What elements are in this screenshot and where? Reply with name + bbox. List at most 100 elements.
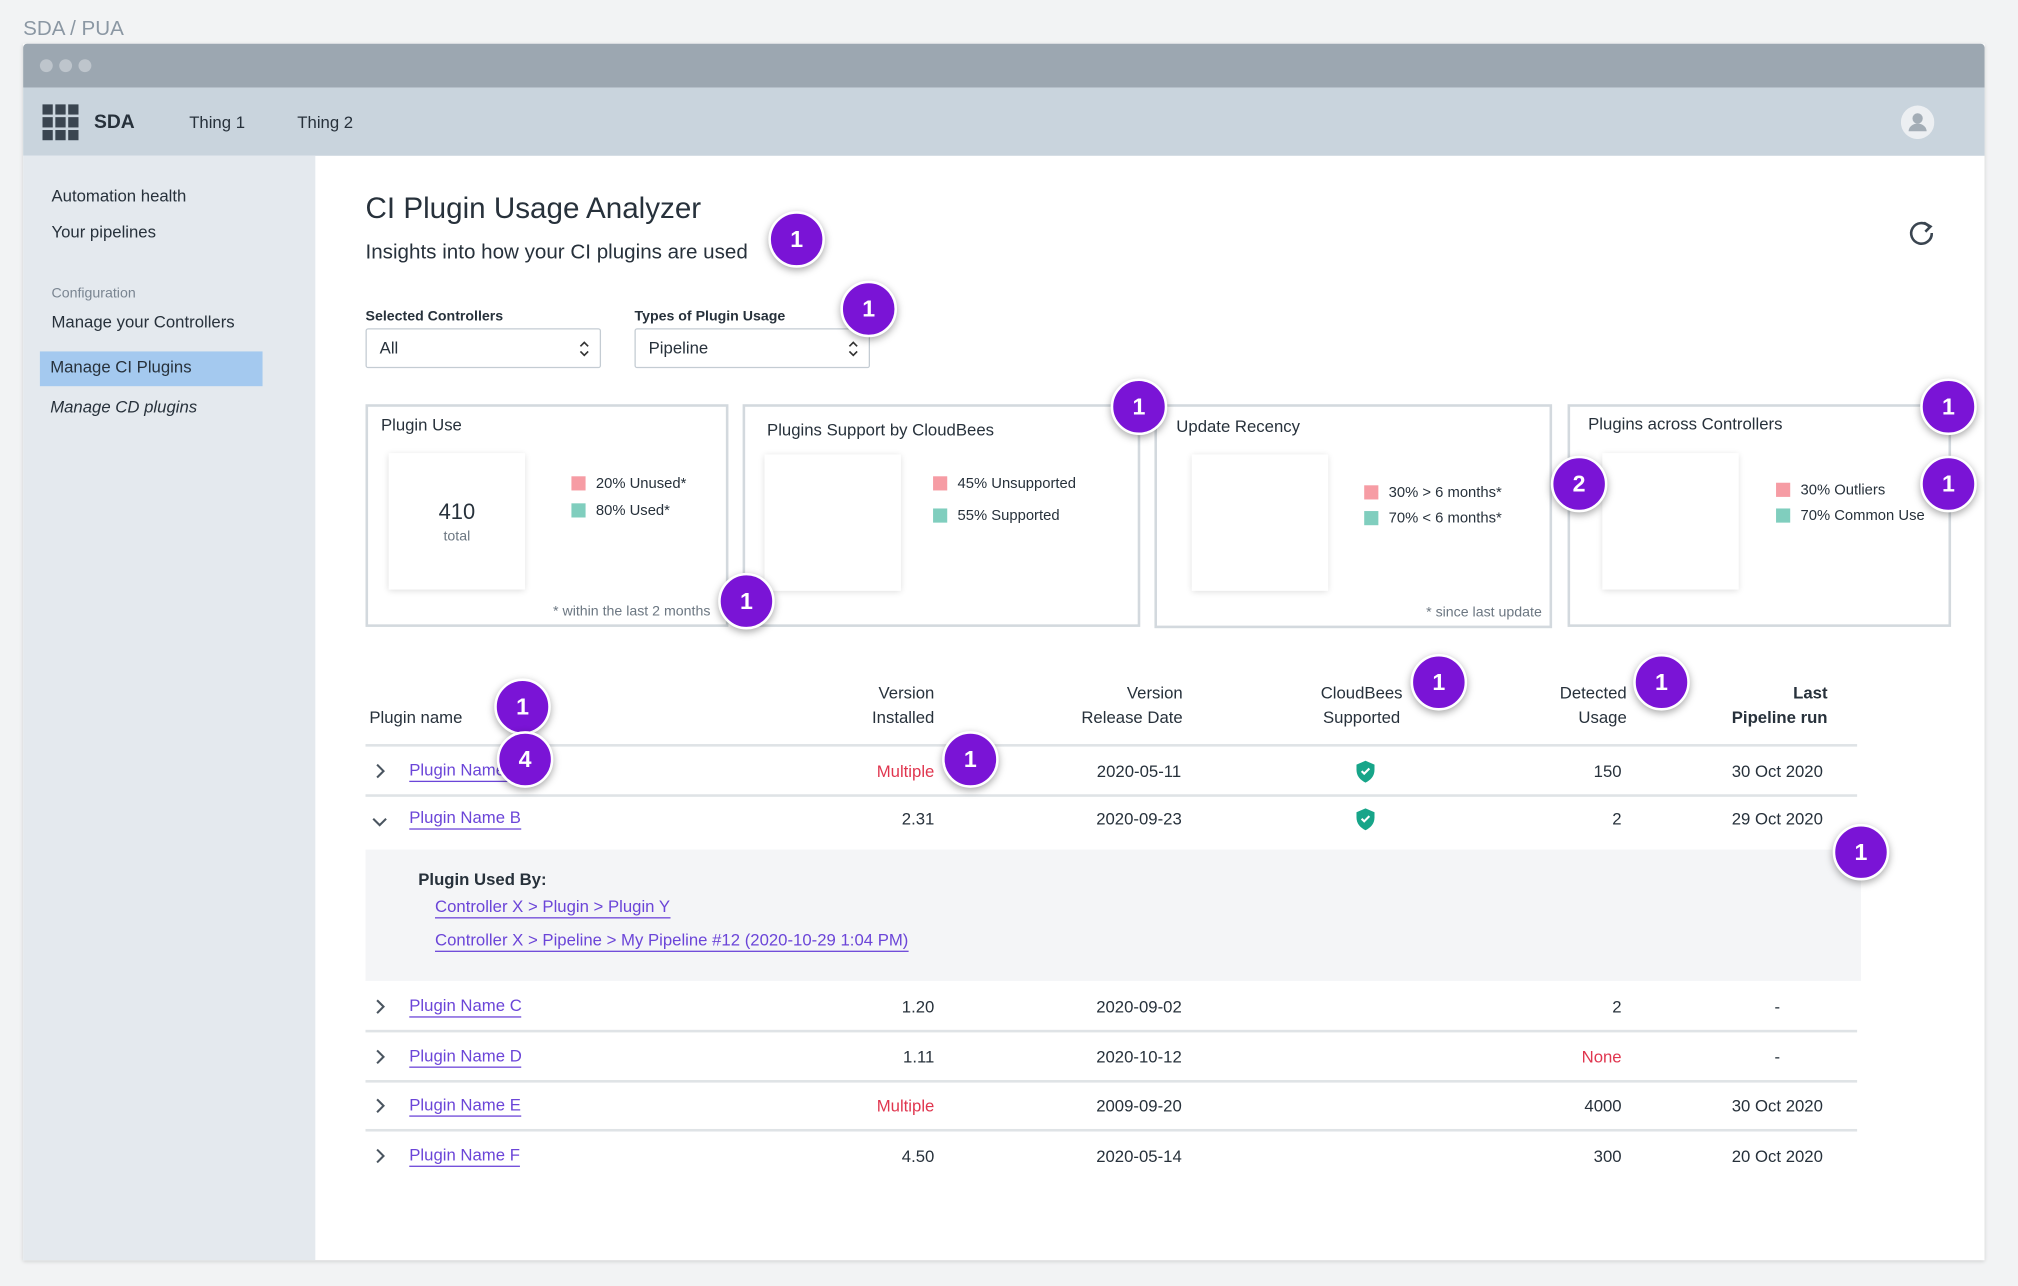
- used-by-link[interactable]: Controller X > Plugin > Plugin Y: [435, 897, 670, 919]
- donut-center-value: 410: [438, 499, 476, 524]
- annotation-badge: 1: [1110, 378, 1168, 436]
- card-title: Plugins across Controllers: [1588, 413, 1783, 434]
- column-header: Pipeline run: [1731, 707, 1828, 727]
- active-highlight: [39, 351, 263, 387]
- annotation-badge: 2: [1550, 455, 1608, 513]
- legend-label: 80% Used*: [595, 503, 670, 519]
- card: [1567, 404, 1952, 627]
- row-divider: [365, 794, 1858, 797]
- filter-label: Types of Plugin Usage: [634, 308, 786, 325]
- legend-swatch: [1364, 485, 1379, 500]
- row-divider: [365, 1128, 1858, 1131]
- legend-label: 45% Unsupported: [957, 476, 1077, 492]
- column-header: Last: [1793, 682, 1828, 703]
- sidebar-item[interactable]: Manage CD plugins: [50, 397, 198, 417]
- legend-swatch: [1776, 508, 1791, 523]
- release-date: 2020-05-14: [1096, 1146, 1182, 1166]
- legend-label: 55% Supported: [957, 508, 1060, 524]
- plugin-name[interactable]: Plugin Name D: [409, 1046, 522, 1068]
- sidebar-section: Configuration: [51, 285, 136, 302]
- last-run: -: [1774, 1047, 1781, 1067]
- column-header: Supported: [1323, 707, 1401, 727]
- annotation-badge: 1: [1832, 823, 1890, 881]
- release-date: 2009-09-20: [1096, 1096, 1182, 1116]
- column-header: CloudBees: [1320, 682, 1403, 703]
- column-header: Release Date: [1081, 707, 1183, 727]
- sidebar-item[interactable]: Manage your Controllers: [51, 312, 235, 332]
- page-subtitle: Insights into how your CI plugins are us…: [365, 242, 748, 264]
- column-header: Version: [878, 682, 935, 703]
- sidebar-item[interactable]: Automation health: [51, 186, 187, 206]
- plugin-name[interactable]: Plugin Name A: [409, 760, 520, 783]
- annotation-badge: 1: [1920, 378, 1977, 436]
- plugin-name[interactable]: Plugin Name B: [409, 808, 521, 830]
- annotation-badge: 1: [718, 572, 775, 630]
- last-run: -: [1774, 997, 1781, 1017]
- column-header: Plugin name: [369, 707, 463, 727]
- select-arrow: [848, 341, 858, 357]
- row-divider: [365, 744, 1858, 746]
- version: 2.31: [901, 809, 935, 829]
- card-title: Plugins Support by CloudBees: [767, 420, 994, 440]
- annotation-badge: 4: [496, 731, 554, 788]
- version: 1.11: [903, 1047, 935, 1067]
- window-controls: [39, 59, 92, 73]
- detected-usage: None: [1581, 1047, 1622, 1067]
- used-by-link[interactable]: Controller X > Pipeline > My Pipeline #1…: [435, 930, 909, 952]
- annotation-badge: 1: [768, 211, 825, 268]
- detected-usage: 2: [1612, 809, 1622, 829]
- legend-swatch: [571, 503, 586, 518]
- window: [23, 43, 1985, 1261]
- select[interactable]: Pipeline: [634, 328, 871, 369]
- detected-usage: 4000: [1584, 1096, 1622, 1116]
- avatar[interactable]: [1900, 105, 1935, 140]
- sidebar-item-active[interactable]: Manage CI Plugins: [50, 357, 192, 377]
- sidebar-item[interactable]: Your pipelines: [51, 222, 156, 242]
- brand[interactable]: SDA: [93, 111, 135, 134]
- plugin-name[interactable]: Plugin Name C: [409, 996, 522, 1018]
- annotation-badge: 1: [1633, 653, 1690, 711]
- legend-label: 70% < 6 months*: [1388, 511, 1502, 527]
- title-bar: [23, 43, 1985, 88]
- column-header: Version: [1126, 682, 1183, 703]
- legend-swatch: [1364, 511, 1379, 526]
- select-value: All: [379, 337, 399, 358]
- detected-usage: 150: [1593, 761, 1622, 781]
- page-title: CI Plugin Usage Analyzer: [365, 191, 702, 225]
- card-footnote: * since last update: [1426, 605, 1542, 621]
- chart-tile: [764, 454, 901, 591]
- version: 4.50: [901, 1146, 935, 1166]
- donut-center-label: total: [443, 529, 471, 545]
- detected-usage: 2: [1612, 997, 1622, 1017]
- version: 1.20: [901, 997, 935, 1017]
- annotation-badge: 1: [1920, 455, 1977, 513]
- legend-label: 30% Outliers: [1800, 482, 1886, 499]
- refresh-button[interactable]: [1907, 219, 1935, 247]
- chart-tile: [1602, 453, 1739, 590]
- annotation-badge: 1: [494, 678, 551, 736]
- select[interactable]: All: [365, 328, 602, 369]
- legend-swatch: [933, 476, 948, 491]
- select-arrow: [579, 341, 589, 357]
- column-header: Usage: [1578, 707, 1627, 727]
- card-footnote: * within the last 2 months: [553, 603, 711, 620]
- legend-swatch: [933, 508, 948, 523]
- select-value: Pipeline: [648, 337, 709, 358]
- row-divider: [365, 1080, 1858, 1082]
- annotation-badge: 1: [1410, 653, 1468, 711]
- card-title: Update Recency: [1176, 416, 1301, 436]
- column-header: Detected: [1559, 682, 1627, 703]
- legend-label: 20% Unused*: [595, 476, 687, 492]
- plugin-name[interactable]: Plugin Name E: [409, 1095, 521, 1117]
- nav-item[interactable]: Thing 2: [297, 112, 354, 132]
- nav-item[interactable]: Thing 1: [189, 112, 246, 132]
- legend-swatch: [1776, 482, 1791, 497]
- row-divider: [365, 1029, 1858, 1032]
- apps-icon[interactable]: [42, 104, 79, 141]
- column-header: Installed: [872, 707, 935, 727]
- nav-bar: SDA Thing 1 Thing 2: [23, 87, 1985, 156]
- last-run: 30 Oct 2020: [1731, 1096, 1823, 1116]
- plugin-name[interactable]: Plugin Name F: [409, 1145, 520, 1167]
- legend-swatch: [571, 476, 586, 491]
